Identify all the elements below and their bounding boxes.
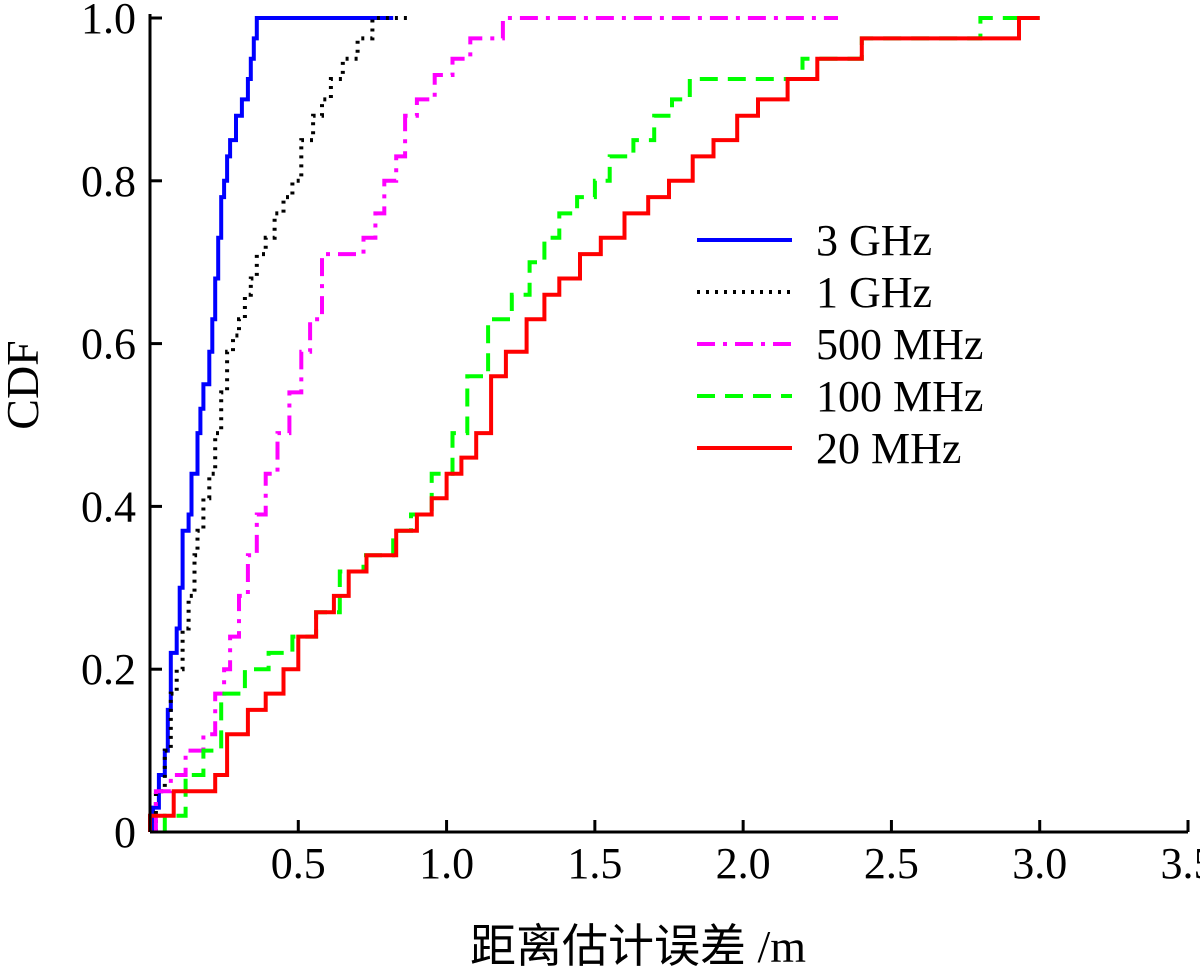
x-tick-label: 0.5	[271, 839, 326, 888]
y-ticks: 0 0.2 0.4 0.6 0.8 1.0	[81, 0, 162, 857]
series-line-5	[148, 16, 1040, 832]
x-tick-label: 1.5	[567, 839, 622, 888]
legend-label: 1 GHz	[816, 268, 932, 317]
x-tick-label: 2.5	[864, 839, 919, 888]
y-tick-label: 0.6	[81, 320, 136, 369]
x-tick-label: 3.0	[1012, 839, 1067, 888]
series-line-4	[162, 16, 1040, 832]
y-tick-label: 0.2	[81, 645, 136, 694]
x-axis-label: 距离估计误差 /m	[470, 921, 806, 972]
y-axis-label: CDF	[0, 340, 48, 429]
legend-label: 100 MHz	[816, 372, 983, 421]
legend-label: 20 MHz	[816, 424, 961, 473]
x-tick-label: 3.5	[1161, 839, 1200, 888]
x-ticks: 0.5 1.0 1.5 2.0 2.5 3.0 3.5	[271, 820, 1200, 888]
series-layer	[148, 16, 1040, 832]
y-tick-label: 0	[114, 808, 136, 857]
series-line-1	[151, 16, 394, 832]
legend-label: 500 MHz	[816, 320, 983, 369]
x-tick-label: 1.0	[419, 839, 474, 888]
y-tick-label: 0.4	[81, 482, 136, 531]
series-line-2	[153, 16, 411, 832]
series-line-3	[153, 16, 838, 832]
y-tick-label: 1.0	[81, 0, 136, 43]
axes	[148, 14, 1188, 834]
x-tick-label: 2.0	[716, 839, 771, 888]
legend-label: 3 GHz	[816, 216, 932, 265]
y-tick-label: 0.8	[81, 157, 136, 206]
